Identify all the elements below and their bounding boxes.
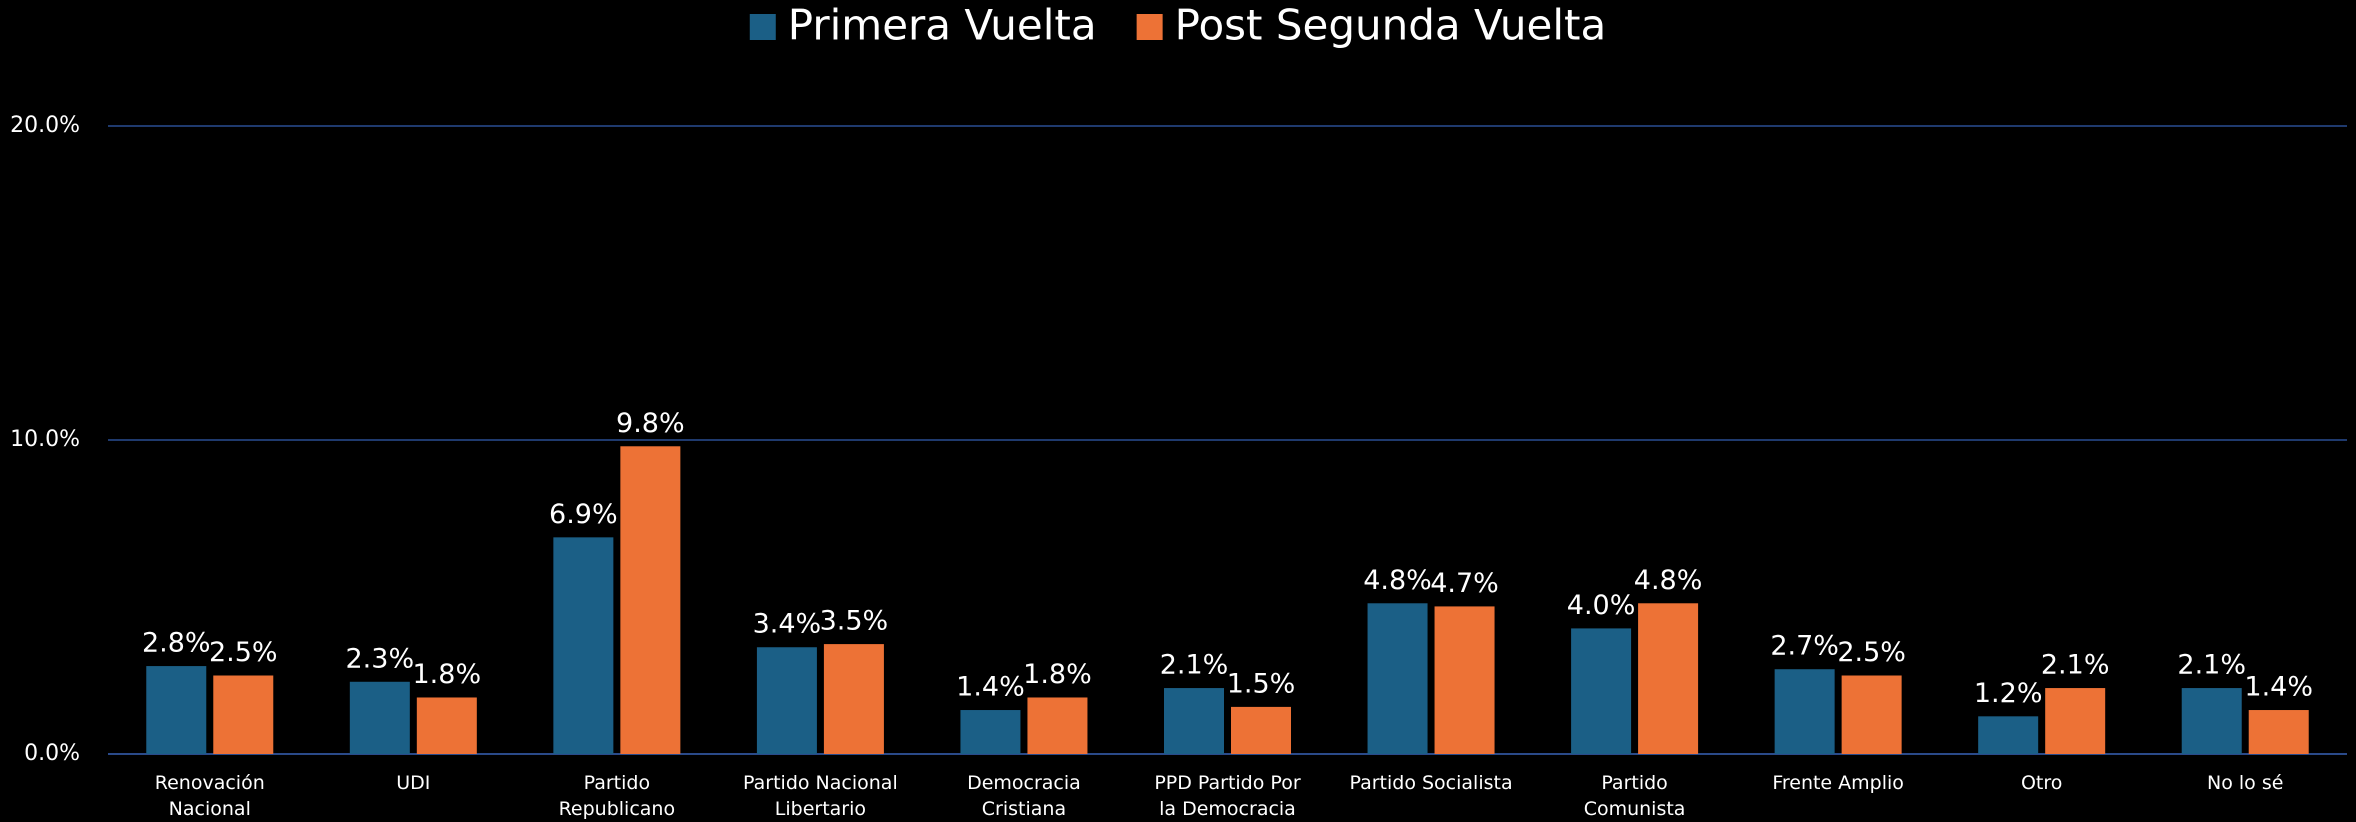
data-label: 1.4% — [956, 672, 1025, 703]
bar — [146, 666, 207, 754]
data-label: 4.8% — [1634, 565, 1703, 596]
y-tick-label: 20.0% — [10, 113, 80, 138]
x-tick-label: Partido Socialista — [1349, 772, 1513, 794]
x-tick-label: Democracia Cristiana — [967, 772, 1081, 820]
bar — [1164, 688, 1224, 754]
data-label: 1.8% — [413, 659, 482, 690]
bar — [416, 697, 477, 754]
x-tick-label: PPD Partido Por la Democracia — [1154, 772, 1301, 820]
data-label: 1.8% — [1023, 659, 1092, 690]
data-label: 4.0% — [1567, 590, 1636, 621]
bar — [1774, 669, 1835, 754]
bar — [2045, 688, 2106, 754]
legend-label: Post Segunda Vuelta — [1175, 1, 1607, 50]
x-tick-label: Partido Republicano — [558, 772, 676, 820]
data-label: 1.2% — [1974, 678, 2043, 709]
data-label: 2.1% — [2177, 650, 2246, 681]
bar — [1231, 706, 1291, 754]
data-label: 2.7% — [1770, 631, 1839, 662]
data-label: 2.1% — [1160, 650, 1229, 681]
data-label: 2.3% — [346, 643, 415, 674]
x-tick-label: Partido Comunista — [1583, 772, 1686, 820]
bar — [2181, 688, 2242, 754]
data-label: 3.4% — [753, 609, 822, 640]
bar — [349, 681, 410, 754]
data-label: 6.9% — [549, 499, 618, 530]
data-label: 2.5% — [209, 637, 278, 668]
bar — [756, 647, 817, 754]
x-tick-label: UDI — [396, 772, 431, 794]
x-tick-label: Otro — [2020, 772, 2063, 794]
data-label: 2.8% — [142, 628, 211, 659]
bar — [1978, 716, 2039, 754]
bar — [1027, 697, 1088, 754]
x-tick-label: Renovación Nacional — [154, 772, 265, 820]
data-label: 1.4% — [2244, 672, 2313, 703]
legend-label: Primera Vuelta — [788, 1, 1097, 50]
bar — [620, 446, 681, 754]
x-tick-label: Frente Amplio — [1772, 772, 1904, 794]
bar — [2248, 710, 2309, 754]
legend-swatch — [749, 14, 776, 40]
y-tick-label: 0.0% — [24, 741, 80, 766]
x-tick-label: Partido Nacional Libertario — [743, 772, 898, 820]
data-label: 2.1% — [2041, 650, 2110, 681]
data-label: 1.5% — [1227, 668, 1296, 699]
bar — [1571, 628, 1632, 754]
bar — [1434, 606, 1495, 754]
legend-swatch — [1136, 14, 1163, 40]
data-label: 4.7% — [1430, 568, 1499, 599]
data-label: 2.5% — [1837, 637, 1906, 668]
bar — [553, 537, 614, 754]
bar — [213, 675, 274, 754]
y-tick-label: 10.0% — [10, 427, 80, 452]
x-tick-label: No lo sé — [2207, 772, 2284, 794]
bar — [1638, 603, 1699, 754]
bar — [1367, 603, 1428, 754]
bar — [1841, 675, 1902, 754]
bar — [823, 644, 884, 754]
data-label: 4.8% — [1363, 565, 1432, 596]
data-label: 3.5% — [820, 606, 889, 637]
data-label: 9.8% — [616, 408, 685, 439]
bar — [960, 710, 1021, 754]
